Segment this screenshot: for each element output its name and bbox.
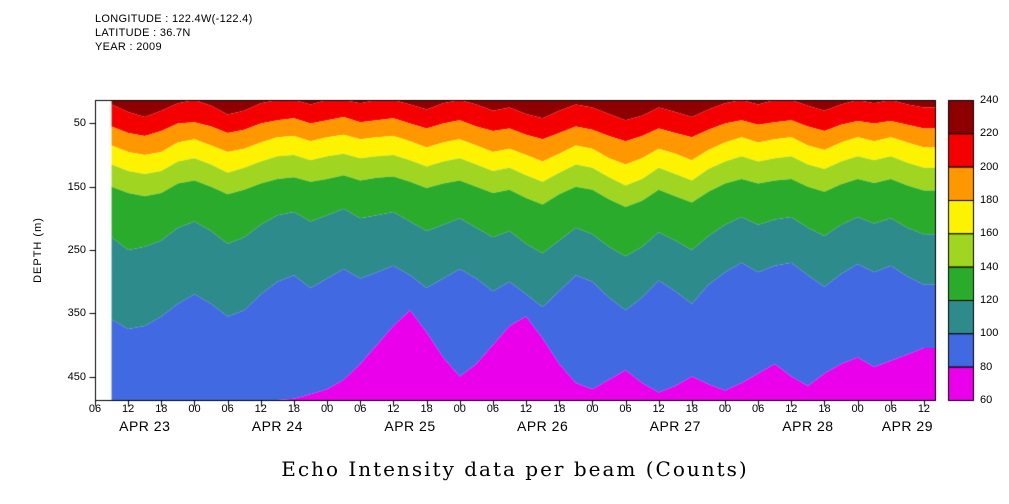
x-tick-label: 00 bbox=[188, 403, 201, 415]
y-tick-label: 50 bbox=[73, 117, 86, 130]
x-tick-label: 12 bbox=[519, 403, 533, 415]
x-tick-label: 06 bbox=[486, 403, 500, 415]
x-tick-label: 18 bbox=[420, 403, 433, 415]
x-tick-label: 00 bbox=[718, 403, 732, 415]
colorbar-label: 160 bbox=[980, 227, 999, 240]
y-tick-label: 350 bbox=[67, 307, 86, 320]
day-label: APR 26 bbox=[517, 418, 569, 434]
y-tick-label: 250 bbox=[67, 244, 86, 256]
colorbar-label: 240 bbox=[980, 94, 999, 106]
day-label: APR 28 bbox=[782, 418, 834, 434]
x-tick-label: 12 bbox=[652, 403, 665, 415]
colorbar-label: 100 bbox=[980, 327, 999, 340]
x-tick-label: 18 bbox=[287, 403, 301, 415]
colorbar-label: 120 bbox=[980, 294, 999, 306]
y-axis-label: DEPTH (m) bbox=[32, 217, 44, 283]
day-label: APR 25 bbox=[384, 418, 436, 434]
header-block: LONGITUDE : 122.4W(-122.4) LATITUDE : 36… bbox=[95, 12, 253, 54]
x-tick-label: 12 bbox=[254, 403, 267, 415]
x-tick-label: 18 bbox=[155, 403, 168, 415]
day-label: APR 24 bbox=[251, 418, 303, 434]
x-tick-label: 12 bbox=[785, 403, 798, 415]
x-tick-label: 12 bbox=[387, 403, 400, 415]
x-tick-label: 06 bbox=[354, 403, 367, 415]
header-year: YEAR : 2009 bbox=[95, 41, 162, 53]
y-tick-label: 450 bbox=[67, 370, 86, 383]
x-tick-label: 00 bbox=[320, 403, 334, 415]
header-latitude: LATITUDE : 36.7N bbox=[95, 27, 191, 39]
x-tick-label: 18 bbox=[818, 403, 831, 415]
x-tick-label: 00 bbox=[453, 403, 466, 415]
x-tick-label: 06 bbox=[88, 403, 102, 415]
x-tick-label: 12 bbox=[122, 403, 135, 415]
day-label: APR 27 bbox=[649, 418, 701, 434]
x-tick-label: 06 bbox=[221, 403, 234, 415]
x-tick-label: 06 bbox=[619, 403, 632, 415]
x-tick-label: 00 bbox=[586, 403, 599, 415]
day-label: APR 23 bbox=[119, 418, 171, 434]
colorbar-label: 80 bbox=[980, 360, 993, 373]
chart-title: Echo Intensity data per beam (Counts) bbox=[281, 457, 749, 481]
header-longitude: LONGITUDE : 122.4W(-122.4) bbox=[95, 13, 253, 25]
colorbar-label: 60 bbox=[980, 394, 993, 406]
colorbar-label: 180 bbox=[980, 194, 999, 206]
x-tick-label: 00 bbox=[851, 403, 864, 415]
x-tick-label: 06 bbox=[884, 403, 897, 415]
y-tick-label: 150 bbox=[67, 180, 86, 193]
colorbar-label: 220 bbox=[980, 127, 999, 140]
x-tick-label: 06 bbox=[752, 403, 765, 415]
x-tick-label: 18 bbox=[685, 403, 698, 415]
x-tick-label: 18 bbox=[553, 403, 566, 415]
x-tick-label: 12 bbox=[917, 403, 931, 415]
colorbar-label: 140 bbox=[980, 260, 999, 273]
day-label: APR 29 bbox=[881, 418, 933, 434]
colorbar-label: 200 bbox=[980, 160, 999, 173]
